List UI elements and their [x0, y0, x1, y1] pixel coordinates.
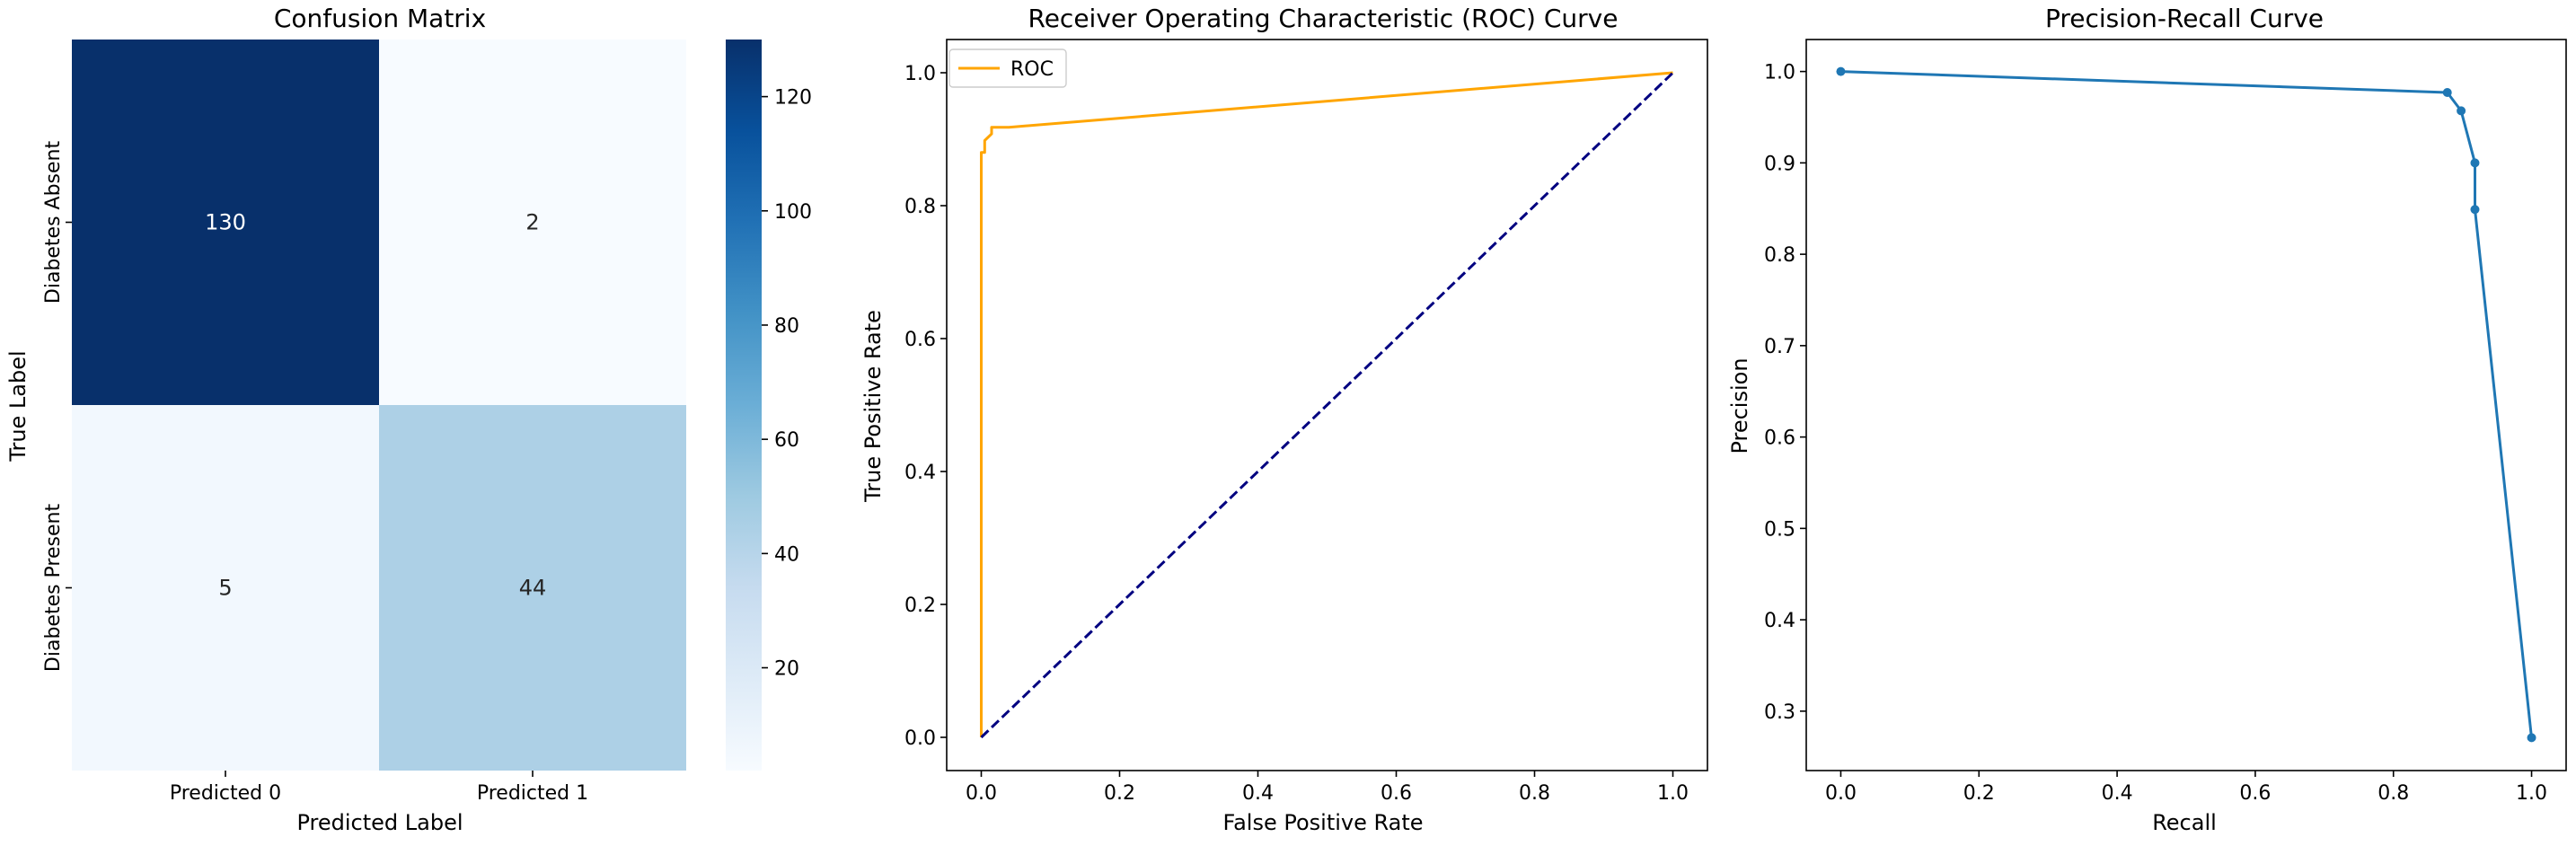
roc-x-axis-label: False Positive Rate — [1222, 810, 1423, 835]
pr-y-tick-label: 0.6 — [1764, 427, 1795, 450]
pr-plot-area — [1836, 66, 2536, 743]
roc-title: Receiver Operating Characteristic (ROC) … — [1028, 4, 1619, 33]
cm-cell — [72, 405, 379, 771]
pr-axes-frame — [1805, 39, 2567, 771]
pr-data-point — [2527, 733, 2536, 743]
legend-box — [948, 48, 1067, 88]
cm-cell-value: 5 — [218, 576, 232, 601]
roc-y-tick-label: 0.4 — [904, 462, 936, 484]
roc-y-tick-label: 1.0 — [904, 63, 936, 85]
colorbar-tick-label: 60 — [774, 429, 799, 452]
colorbar-ticks: 20 40 60 80 100 120 — [762, 87, 812, 681]
cm-cell-value: 130 — [205, 210, 246, 235]
pr-panel: Precision-Recall Curve 0.0 0.2 0.4 0.6 0.8 1.… — [1727, 4, 2567, 835]
colorbar-tick-label: 120 — [774, 87, 812, 110]
pr-x-tick-label: 0.2 — [1963, 782, 1995, 805]
cm-x-axis-label: Predicted Label — [296, 810, 463, 835]
roc-axes-frame — [946, 39, 1708, 771]
pr-data-point — [2470, 158, 2480, 168]
pr-data-point — [2457, 106, 2466, 116]
roc-x-tick-label: 0.4 — [1242, 782, 1274, 805]
legend-label: ROC — [1010, 58, 1054, 81]
colorbar-tick-label: 80 — [774, 315, 799, 338]
cm-cell — [72, 40, 379, 405]
cm-y-tick-label: Diabetes Present — [42, 504, 65, 673]
roc-series-line — [980, 71, 1674, 739]
pr-title: Precision-Recall Curve — [2045, 4, 2324, 33]
pr-y-tick-label: 0.5 — [1764, 518, 1795, 541]
roc-y-tick-label: 0.6 — [904, 329, 936, 351]
cm-x-tick-label: Predicted 0 — [170, 782, 281, 805]
cm-cell — [379, 405, 686, 771]
roc-ticks: 0.0 0.2 0.4 0.6 0.8 1.0 0.0 0.2 0.4 0.6 0.8 1.0 — [904, 63, 1689, 805]
roc-x-tick-label: 1.0 — [1657, 782, 1689, 805]
roc-panel: Receiver Operating Characteristic (ROC) … — [860, 4, 1708, 835]
cm-title: Confusion Matrix — [274, 4, 486, 33]
pr-x-axis-label: Recall — [2152, 810, 2217, 835]
roc-x-tick-label: 0.6 — [1381, 782, 1412, 805]
roc-y-tick-label: 0.2 — [904, 595, 936, 617]
cm-x-tick-label: Predicted 1 — [477, 782, 588, 805]
pr-series-line — [1840, 70, 2533, 738]
colorbar-tick-label: 20 — [774, 658, 799, 681]
pr-y-tick-label: 0.9 — [1764, 153, 1795, 175]
pr-y-tick-label: 0.7 — [1764, 336, 1795, 358]
pr-data-point — [2470, 205, 2480, 215]
cm-cell-value: 44 — [519, 576, 547, 601]
pr-x-tick-label: 0.8 — [2378, 782, 2409, 805]
roc-plot-area — [980, 71, 1674, 739]
roc-x-tick-label: 0.0 — [966, 782, 997, 805]
cm-cell-value: 2 — [525, 210, 539, 235]
pr-x-tick-label: 0.6 — [2239, 782, 2271, 805]
roc-y-tick-label: 0.0 — [904, 727, 936, 750]
pr-y-tick-label: 0.3 — [1764, 701, 1795, 724]
colorbar-tick-label: 40 — [774, 543, 799, 566]
cm-colorbar: 20 40 60 80 100 120 — [726, 40, 812, 771]
colorbar-gradient — [726, 40, 762, 771]
pr-x-tick-label: 0.4 — [2102, 782, 2133, 805]
confusion-matrix-panel: Confusion Matrix 130 25 44 Predicted 0 Pred… — [5, 4, 812, 835]
cm-ticks: Predicted 0 Predicted 1 Diabetes Absent Dia… — [42, 141, 588, 805]
pr-x-tick-label: 1.0 — [2516, 782, 2547, 805]
pr-data-point — [2442, 88, 2452, 98]
pr-ticks: 0.0 0.2 0.4 0.6 0.8 1.0 0.3 0.4 0.5 0.6 0.7 0.8 0.9 1… — [1764, 62, 2547, 805]
pr-x-tick-label: 0.0 — [1825, 782, 1857, 805]
cm-y-axis-label: True Label — [5, 350, 31, 462]
pr-y-tick-label: 0.8 — [1764, 244, 1795, 267]
colorbar-tick-label: 100 — [774, 201, 812, 224]
pr-y-axis-label: Precision — [1727, 357, 1752, 454]
roc-y-axis-label: True Positive Rate — [860, 310, 886, 503]
cm-cell — [379, 40, 686, 405]
pr-data-point — [1836, 66, 1846, 76]
cm-cells: 130 2 5 44 — [72, 40, 686, 771]
cm-y-tick-label: Diabetes Absent — [42, 141, 65, 304]
roc-x-tick-label: 0.2 — [1104, 782, 1135, 805]
roc-series-line — [980, 71, 1673, 737]
pr-y-tick-label: 0.4 — [1764, 610, 1795, 632]
roc-y-tick-label: 0.8 — [904, 196, 936, 218]
roc-legend: ROC — [948, 48, 1067, 88]
roc-x-tick-label: 0.8 — [1519, 782, 1550, 805]
pr-y-tick-label: 1.0 — [1764, 62, 1795, 84]
